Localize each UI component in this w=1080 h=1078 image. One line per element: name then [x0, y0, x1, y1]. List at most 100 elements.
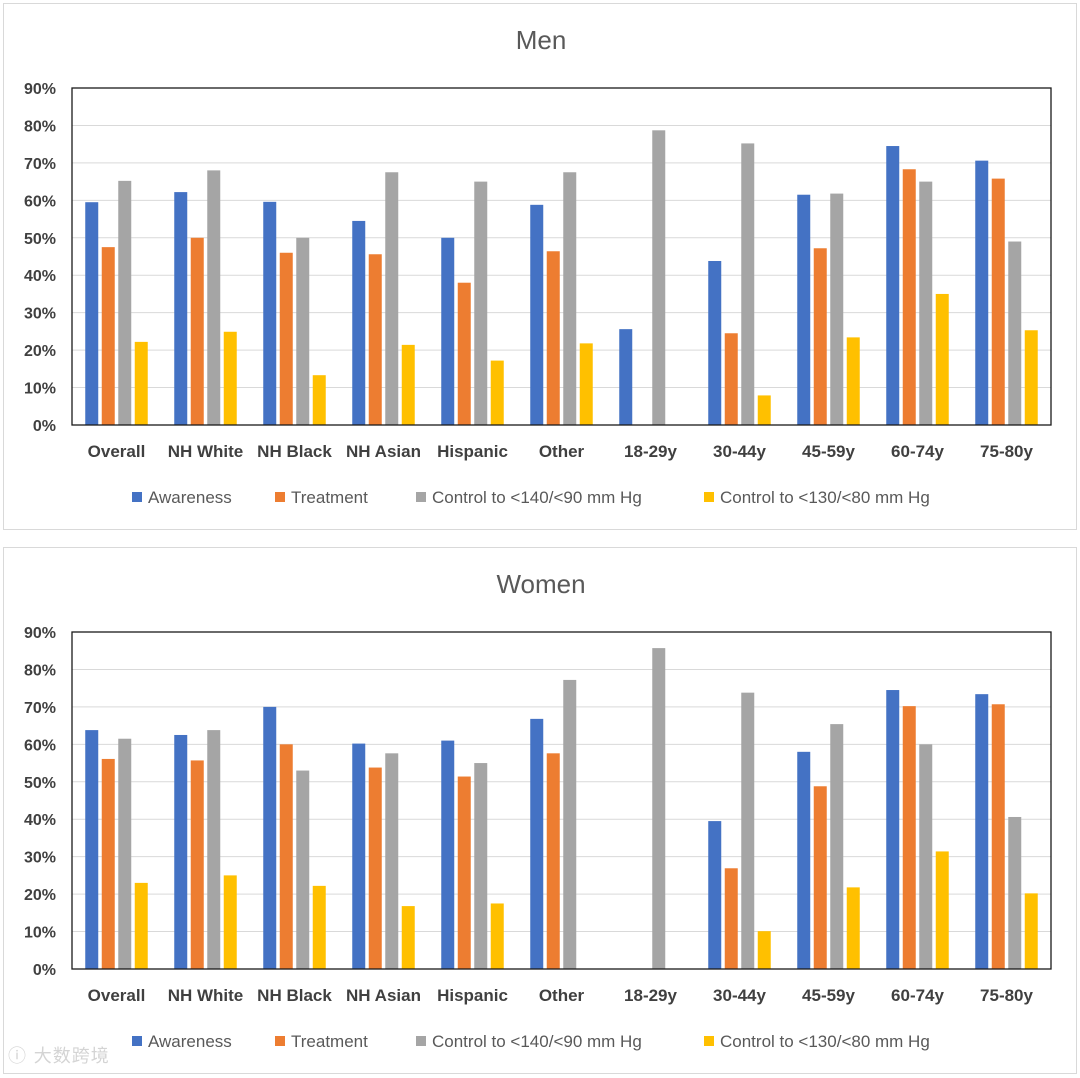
men-bar-awareness-18-29y: [619, 329, 633, 425]
men-bar-awareness-hispanic: [441, 237, 455, 425]
men-legend-label-control-to-130-80-mm-hg: Control to <130/<80 mm Hg: [720, 488, 930, 507]
women-bar-control-to-140-90-mm-hg-hispanic: [474, 763, 488, 969]
men-bar-control-to-130-80-mm-hg-nh-asian: [401, 344, 415, 425]
women-bar-control-to-130-80-mm-hg-45-59y: [846, 887, 860, 969]
men-bar-treatment-75-80y: [991, 178, 1005, 425]
watermark: ⓘ 大数跨境: [8, 1042, 110, 1068]
women-bar-awareness-45-59y: [797, 751, 811, 969]
men-bar-awareness-nh-black: [263, 201, 277, 425]
women-plot-area-border: [71, 631, 1052, 970]
women-chart-title: Women: [496, 569, 585, 599]
women-bar-treatment-75-80y: [991, 704, 1005, 969]
women-bar-awareness-nh-asian: [352, 743, 366, 969]
women-bar-control-to-140-90-mm-hg-30-44y: [741, 692, 755, 969]
men-y-tick-label: 50%: [24, 231, 56, 248]
men-x-tick-label: NH Black: [257, 442, 332, 461]
women-legend-label-treatment: Treatment: [291, 1032, 368, 1051]
men-legend-swatch-control-to-140-90-mm-hg: [416, 492, 426, 502]
men-bar-treatment-hispanic: [457, 282, 471, 425]
women-legend-swatch-treatment: [275, 1036, 285, 1046]
women-y-tick-label: 60%: [24, 737, 56, 754]
women-bar-treatment-nh-asian: [368, 767, 382, 969]
women-bar-control-to-130-80-mm-hg-nh-white: [223, 875, 237, 969]
women-bar-awareness-nh-white: [174, 734, 188, 969]
men-plot-area-border: [71, 87, 1052, 426]
chart-panel-women: Women 0% 10% 20% 30% 40% 50% 60% 70% 80% 90% Overal…: [3, 547, 1077, 1074]
men-legend-swatch-control-to-130-80-mm-hg: [704, 492, 714, 502]
men-y-tick-label: 70%: [24, 156, 56, 173]
men-legend-swatch-treatment: [275, 492, 285, 502]
men-bar-control-to-140-90-mm-hg-60-74y: [919, 181, 933, 425]
women-x-tick-label: 18-29y: [624, 986, 677, 1005]
women-bar-awareness-overall: [85, 730, 99, 969]
women-y-tick-label: 20%: [24, 887, 56, 904]
men-bar-control-to-130-80-mm-hg-75-80y: [1024, 330, 1038, 425]
women-bar-treatment-hispanic: [457, 776, 471, 969]
women-bar-control-to-130-80-mm-hg-30-44y: [757, 931, 771, 969]
women-bar-treatment-60-74y: [902, 706, 916, 969]
women-x-tick-label: Hispanic: [437, 986, 508, 1005]
men-legend-swatch-awareness: [132, 492, 142, 502]
women-bar-control-to-130-80-mm-hg-nh-black: [312, 885, 326, 969]
women-x-tick-label: NH Black: [257, 986, 332, 1005]
women-bar-awareness-60-74y: [886, 690, 900, 969]
men-bar-treatment-nh-white: [190, 237, 204, 425]
men-y-tick-label: 10%: [24, 381, 56, 398]
women-bar-treatment-45-59y: [813, 786, 827, 969]
men-bar-awareness-nh-asian: [352, 220, 366, 425]
men-bar-treatment-60-74y: [902, 169, 916, 425]
men-x-tick-label: 30-44y: [713, 442, 766, 461]
women-bar-control-to-130-80-mm-hg-overall: [134, 882, 148, 969]
women-bar-control-to-140-90-mm-hg-18-29y: [652, 648, 666, 969]
men-x-tick-label: Overall: [88, 442, 146, 461]
men-bar-control-to-140-90-mm-hg-hispanic: [474, 181, 488, 425]
women-bar-treatment-nh-white: [190, 760, 204, 969]
men-bar-awareness-30-44y: [708, 260, 722, 425]
women-bar-treatment-30-44y: [724, 868, 738, 969]
men-bar-control-to-140-90-mm-hg-18-29y: [652, 130, 666, 425]
men-x-tick-label: Hispanic: [437, 442, 508, 461]
men-legend-label-treatment: Treatment: [291, 488, 368, 507]
men-bar-control-to-140-90-mm-hg-45-59y: [830, 193, 844, 425]
women-x-tick-label: NH White: [168, 986, 244, 1005]
men-bar-control-to-140-90-mm-hg-75-80y: [1008, 241, 1022, 425]
women-y-tick-label: 80%: [24, 662, 56, 679]
men-bar-awareness-other: [530, 204, 544, 425]
women-x-tick-label: 75-80y: [980, 986, 1033, 1005]
men-x-tick-label: NH White: [168, 442, 244, 461]
women-x-tick-label: NH Asian: [346, 986, 421, 1005]
women-x-tick-label: Overall: [88, 986, 146, 1005]
watermark-text: 大数跨境: [33, 1046, 110, 1067]
men-y-tick-label: 0%: [33, 418, 56, 435]
bar-chart-men: Men 0% 10% 20% 30% 40% 50% 60% 70% 80% 90% Overall N…: [24, 25, 1052, 507]
women-legend-label-awareness: Awareness: [148, 1032, 232, 1051]
women-bar-control-to-140-90-mm-hg-nh-black: [296, 770, 310, 969]
men-x-tick-label: 60-74y: [891, 442, 944, 461]
women-y-tick-label: 70%: [24, 700, 56, 717]
men-x-tick-label: 75-80y: [980, 442, 1033, 461]
women-bar-control-to-140-90-mm-hg-60-74y: [919, 744, 933, 969]
men-bar-control-to-140-90-mm-hg-30-44y: [741, 143, 755, 425]
men-bar-awareness-overall: [85, 202, 99, 425]
men-x-tick-label: 18-29y: [624, 442, 677, 461]
women-y-tick-label: 90%: [24, 625, 56, 642]
women-x-tick-label: 45-59y: [802, 986, 855, 1005]
men-bar-control-to-140-90-mm-hg-other: [563, 172, 577, 425]
men-y-tick-label: 80%: [24, 118, 56, 135]
men-bar-control-to-130-80-mm-hg-other: [579, 343, 593, 425]
men-bar-treatment-nh-asian: [368, 254, 382, 425]
men-x-tick-label: NH Asian: [346, 442, 421, 461]
women-legend-swatch-awareness: [132, 1036, 142, 1046]
watermark-logo-icon: ⓘ: [8, 1046, 27, 1067]
men-bar-treatment-nh-black: [279, 252, 293, 425]
women-y-tick-label: 30%: [24, 850, 56, 867]
men-y-tick-label: 30%: [24, 306, 56, 323]
men-y-tick-label: 60%: [24, 193, 56, 210]
men-bar-control-to-130-80-mm-hg-nh-white: [223, 331, 237, 425]
men-bar-awareness-75-80y: [975, 160, 989, 426]
men-bar-control-to-130-80-mm-hg-60-74y: [935, 293, 949, 425]
men-bar-treatment-other: [546, 251, 560, 425]
women-y-tick-label: 0%: [33, 962, 56, 979]
bar-chart-women: Women 0% 10% 20% 30% 40% 50% 60% 70% 80% 90% Overal…: [24, 569, 1052, 1051]
chart-panel-men: Men 0% 10% 20% 30% 40% 50% 60% 70% 80% 90% Overall N…: [3, 3, 1077, 530]
